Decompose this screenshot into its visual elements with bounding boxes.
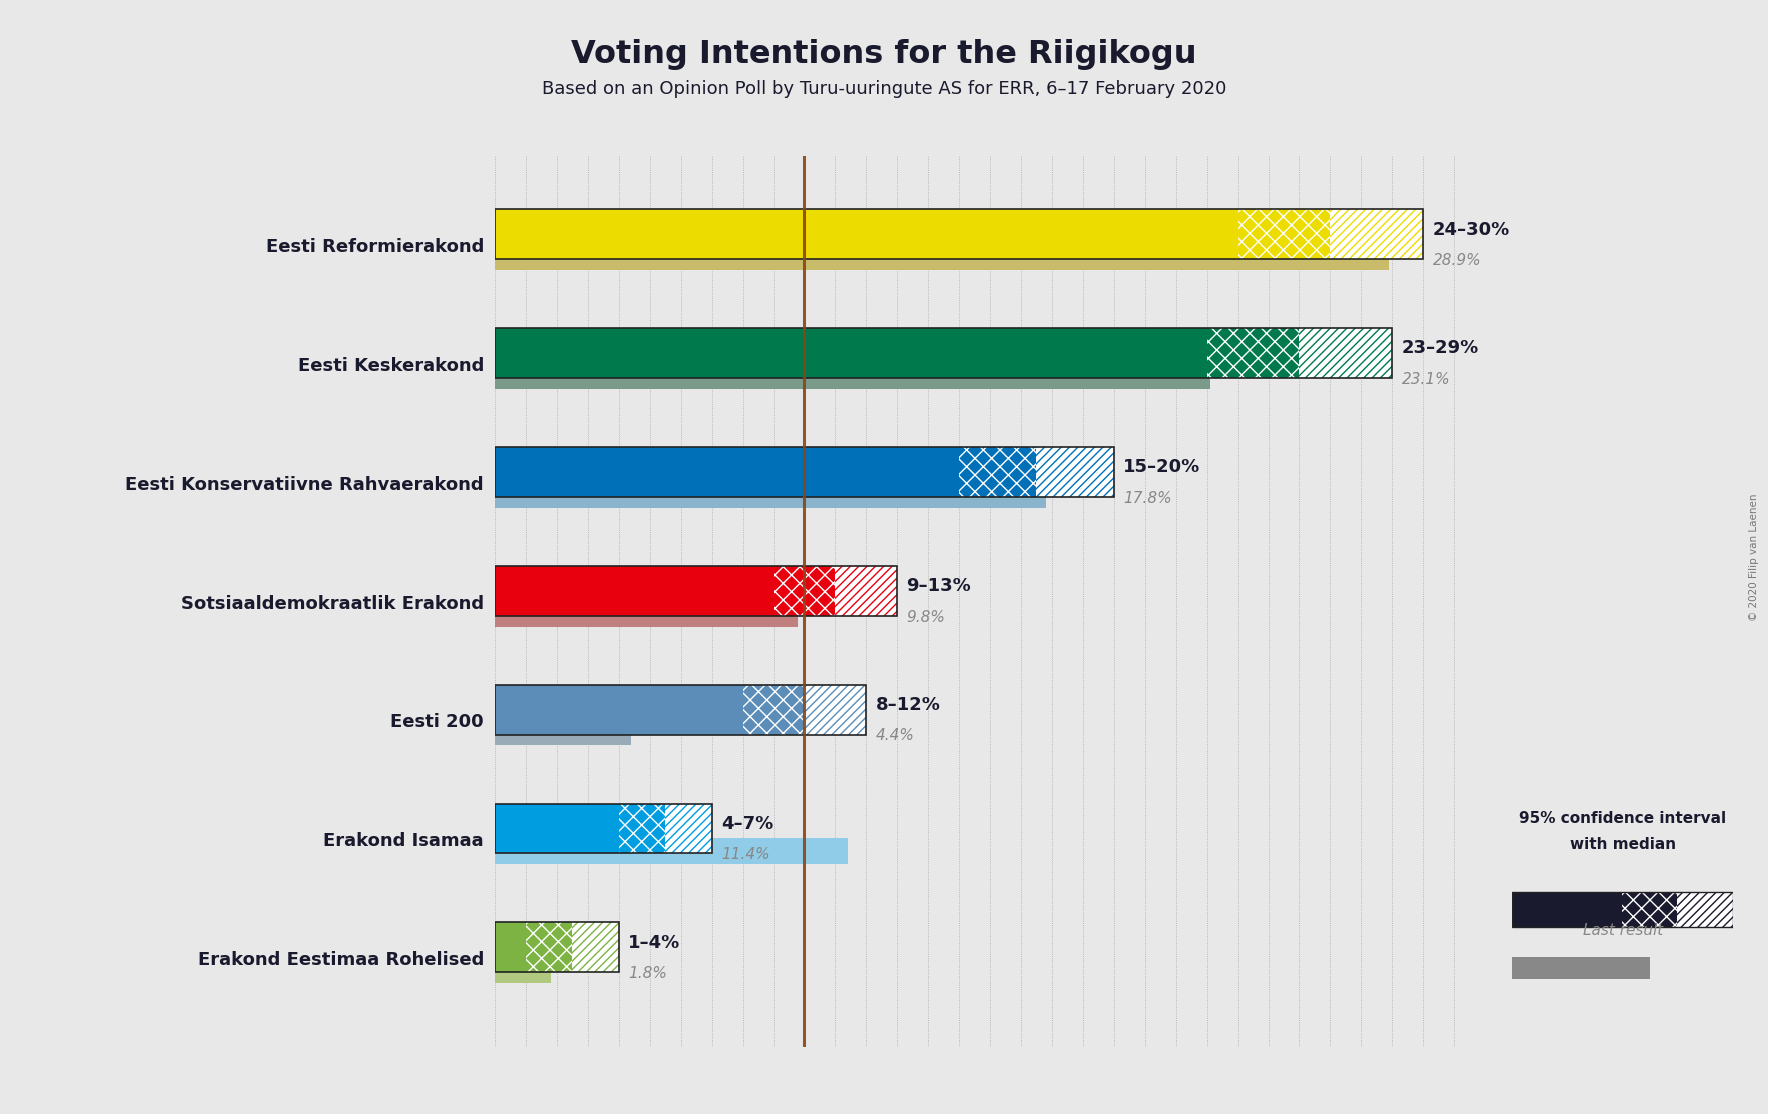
Bar xyxy=(1036,447,1114,497)
Text: Based on an Opinion Poll by Turu-uuringute AS for ERR, 6–17 February 2020: Based on an Opinion Poll by Turu-uuringu… xyxy=(541,80,1227,98)
Bar xyxy=(495,566,774,616)
Bar xyxy=(665,803,711,853)
Text: 23–29%: 23–29% xyxy=(1402,340,1478,358)
Text: 95% confidence interval: 95% confidence interval xyxy=(1519,811,1727,827)
Bar xyxy=(495,838,849,864)
Bar xyxy=(495,685,743,734)
Text: 11.4%: 11.4% xyxy=(721,847,769,862)
Text: Last result: Last result xyxy=(1582,922,1664,938)
Bar xyxy=(573,922,619,973)
Bar xyxy=(960,447,1036,497)
Bar xyxy=(495,720,631,745)
Bar xyxy=(1331,209,1423,260)
Bar xyxy=(495,685,866,734)
Bar xyxy=(495,363,1209,389)
Bar xyxy=(619,803,665,853)
Bar xyxy=(1512,892,1733,927)
Bar xyxy=(743,685,804,734)
Text: © 2020 Filip van Laenen: © 2020 Filip van Laenen xyxy=(1749,494,1759,620)
Bar xyxy=(495,803,619,853)
Bar xyxy=(804,685,866,734)
Bar xyxy=(495,244,1390,270)
Bar xyxy=(774,566,836,616)
Bar xyxy=(495,957,552,983)
Text: Voting Intentions for the Riigikogu: Voting Intentions for the Riigikogu xyxy=(571,39,1197,70)
Bar xyxy=(1299,329,1393,378)
Bar xyxy=(495,922,527,973)
Text: 1.8%: 1.8% xyxy=(628,966,667,981)
Bar xyxy=(495,566,898,616)
Bar xyxy=(1238,209,1331,260)
Bar xyxy=(495,922,619,973)
Bar xyxy=(1512,957,1650,979)
Text: 28.9%: 28.9% xyxy=(1432,253,1482,268)
Text: with median: with median xyxy=(1570,837,1676,852)
Bar xyxy=(1678,892,1733,927)
Bar xyxy=(495,481,1047,508)
Bar xyxy=(495,447,960,497)
Bar xyxy=(1512,892,1623,927)
Text: 9–13%: 9–13% xyxy=(907,577,971,595)
Bar xyxy=(1623,892,1678,927)
Text: 4.4%: 4.4% xyxy=(875,729,914,743)
Bar xyxy=(495,600,799,626)
Bar xyxy=(495,447,1114,497)
Bar xyxy=(527,922,573,973)
Bar xyxy=(495,209,1238,260)
Text: 4–7%: 4–7% xyxy=(721,814,773,833)
Bar xyxy=(1208,329,1299,378)
Text: 8–12%: 8–12% xyxy=(875,696,941,714)
Bar xyxy=(836,566,898,616)
Bar xyxy=(495,803,713,853)
Text: 24–30%: 24–30% xyxy=(1432,221,1510,238)
Text: 23.1%: 23.1% xyxy=(1402,372,1450,387)
Bar xyxy=(495,329,1393,378)
Text: 17.8%: 17.8% xyxy=(1123,490,1172,506)
Text: 9.8%: 9.8% xyxy=(907,609,946,625)
Bar xyxy=(495,209,1423,260)
Bar xyxy=(495,329,1208,378)
Text: 1–4%: 1–4% xyxy=(628,934,681,951)
Text: 15–20%: 15–20% xyxy=(1123,458,1200,477)
